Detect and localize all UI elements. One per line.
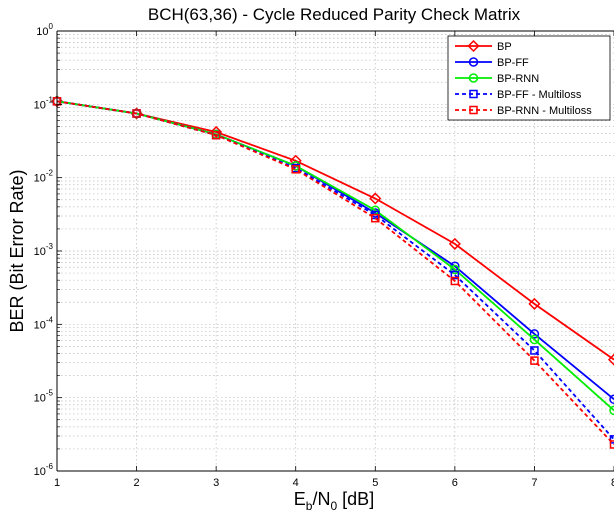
data-point-marker [609, 435, 614, 444]
data-point-marker [468, 73, 479, 83]
axes-frame [56, 30, 614, 472]
legend-label: BP-RNN [497, 73, 539, 85]
y-tick-label: 100 [36, 22, 53, 38]
series-layer [50, 95, 614, 449]
data-point-marker [609, 440, 614, 449]
chart-title: BCH(63,36) - Cycle Reduced Parity Check … [148, 5, 521, 24]
series-line [56, 100, 614, 446]
data-point-marker [371, 213, 380, 223]
y-axis-label: BER (Bit Error Rate) [7, 169, 27, 332]
y-tick-label: 10-1 [34, 95, 54, 111]
data-point-marker [467, 39, 480, 53]
data-point-marker [529, 329, 540, 339]
legend-label: BP-RNN - Multiloss [497, 105, 592, 117]
data-point-marker [448, 237, 461, 250]
data-point-marker [529, 334, 540, 345]
data-point-marker [450, 264, 460, 275]
y-tick-label: 10-6 [34, 462, 54, 478]
legend: BP BP-FF BP-RNN BP-FF - Multiloss BP-RNN - M… [447, 35, 611, 121]
data-point-marker [607, 353, 614, 366]
legend-label: BP-FF [497, 57, 529, 69]
x-tick-label: 2 [134, 477, 140, 489]
data-point-marker [469, 89, 478, 99]
tick-labels: 1 2 3 4 5 6 7 8 10-6 10-5 10-4 10-3 10-2 10-1 100 [34, 22, 614, 489]
data-point-marker [469, 105, 478, 115]
data-point-marker [369, 192, 382, 205]
data-point-marker [291, 165, 300, 174]
y-tick-label: 10-3 [34, 242, 54, 258]
x-tick-label: 6 [452, 477, 458, 489]
data-point-marker [450, 276, 460, 286]
x-axis-label: Eb/N0 [dB] [294, 489, 374, 513]
data-point-marker [528, 297, 541, 310]
data-point-marker [132, 109, 141, 118]
x-tick-label: 7 [531, 477, 537, 489]
y-tick-label: 10-4 [34, 315, 54, 331]
y-tick-label: 10-2 [34, 169, 54, 185]
data-point-marker [609, 405, 614, 416]
y-tick-label: 10-5 [34, 389, 54, 405]
data-point-marker [609, 394, 614, 405]
data-point-marker [450, 270, 460, 280]
x-tick-label: 5 [372, 477, 378, 489]
data-point-marker [211, 130, 221, 140]
x-tick-label: 4 [293, 477, 299, 489]
data-point-marker [530, 346, 539, 355]
legend-label: BP [497, 41, 512, 53]
data-point-marker [468, 57, 479, 67]
x-tick-label: 8 [611, 477, 614, 489]
x-tick-label: 3 [213, 477, 219, 489]
x-tick-label: 1 [54, 477, 60, 489]
data-point-marker [530, 356, 539, 365]
data-point-marker [210, 125, 223, 139]
legend-label: BP-FF - Multiloss [497, 89, 582, 101]
